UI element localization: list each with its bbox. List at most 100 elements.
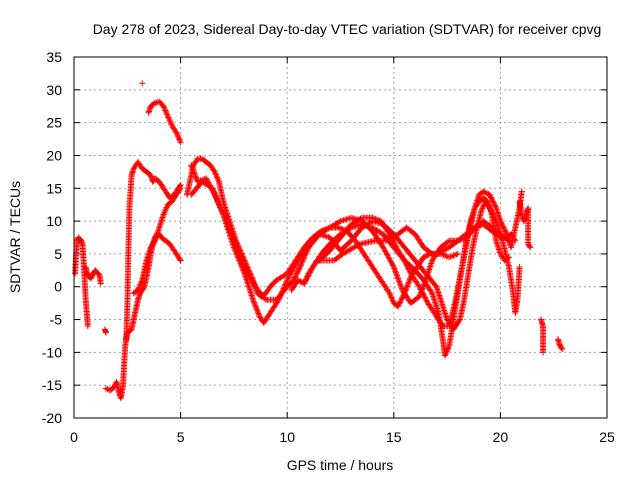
data-point (395, 276, 402, 283)
data-point (230, 236, 237, 243)
data-point (447, 253, 454, 260)
data-point (206, 182, 213, 189)
y-axis-title: SDTVAR / TECUs (7, 181, 23, 293)
data-point (423, 297, 430, 304)
data-point (422, 296, 429, 303)
data-point (454, 250, 461, 257)
data-point (191, 171, 198, 178)
data-point (177, 257, 184, 264)
data-point (234, 246, 241, 253)
data-point (491, 201, 498, 208)
data-point (504, 255, 511, 262)
data-point (238, 255, 245, 262)
y-tick-label: -15 (42, 377, 62, 393)
data-point (189, 166, 196, 173)
data-point (404, 264, 411, 271)
y-tick-label: -10 (42, 344, 62, 360)
data-point (220, 211, 227, 218)
data-point (203, 175, 210, 182)
data-point (405, 266, 412, 273)
data-point (231, 239, 238, 246)
data-point (373, 216, 380, 223)
data-point (212, 193, 219, 200)
data-point (526, 243, 533, 250)
data-point (293, 270, 300, 277)
data-point (303, 276, 310, 283)
data-point (502, 228, 509, 235)
data-point (253, 306, 260, 313)
data-point (151, 239, 158, 246)
data-point (211, 191, 218, 198)
data-point (162, 205, 169, 212)
data-point (422, 294, 429, 301)
data-point (212, 171, 219, 178)
data-point (161, 210, 168, 217)
data-point (445, 344, 452, 351)
data-point (419, 290, 426, 297)
data-point (218, 207, 225, 214)
data-point (486, 191, 493, 198)
data-point (401, 257, 408, 264)
data-point (489, 197, 496, 204)
data-point (211, 168, 218, 175)
data-point (207, 183, 214, 190)
data-point (102, 329, 109, 336)
data-point (173, 130, 180, 137)
data-point (190, 169, 197, 176)
data-point (421, 253, 428, 260)
data-point (233, 245, 240, 252)
data-point (398, 285, 405, 292)
data-point (209, 187, 216, 194)
data-point (441, 252, 448, 259)
data-point (443, 253, 450, 260)
data-point (399, 294, 406, 301)
data-point (505, 254, 512, 261)
x-tick-label: 10 (279, 429, 295, 445)
data-point (162, 107, 169, 114)
data-point (392, 243, 399, 250)
data-point (175, 135, 182, 142)
data-point (423, 252, 430, 259)
data-point (398, 296, 405, 303)
data-point (478, 206, 485, 213)
data-point (403, 261, 410, 268)
data-point (194, 178, 201, 185)
data-point (236, 250, 243, 257)
x-tick-label: 20 (493, 429, 509, 445)
data-point (301, 280, 308, 287)
data-point (254, 307, 261, 314)
data-point (251, 299, 258, 306)
data-point (406, 276, 413, 283)
data-point (336, 218, 343, 225)
data-point (387, 291, 394, 298)
data-point (254, 309, 261, 316)
data-point (445, 345, 452, 352)
data-point (238, 256, 245, 263)
data-point (387, 293, 394, 300)
data-point (417, 285, 424, 292)
data-point (488, 195, 495, 202)
data-point (140, 284, 147, 291)
data-point (456, 317, 463, 324)
chart-title: Day 278 of 2023, Sidereal Day-to-day VTE… (93, 21, 602, 37)
data-point (237, 253, 244, 260)
data-point (299, 258, 306, 265)
data-point (212, 170, 219, 177)
data-point (160, 211, 167, 218)
data-point (240, 261, 247, 268)
data-point (335, 224, 342, 231)
data-point (97, 280, 104, 287)
data-point (172, 128, 179, 135)
data-point (226, 226, 233, 233)
y-tick-label: 0 (54, 279, 62, 295)
data-point (405, 280, 412, 287)
data-point (162, 207, 169, 214)
data-point (225, 224, 232, 231)
data-point (176, 186, 183, 193)
data-point (219, 210, 226, 217)
data-point (484, 190, 491, 197)
data-point (300, 255, 307, 262)
data-point (165, 114, 172, 121)
data-point (382, 237, 389, 244)
data-point (166, 115, 173, 122)
